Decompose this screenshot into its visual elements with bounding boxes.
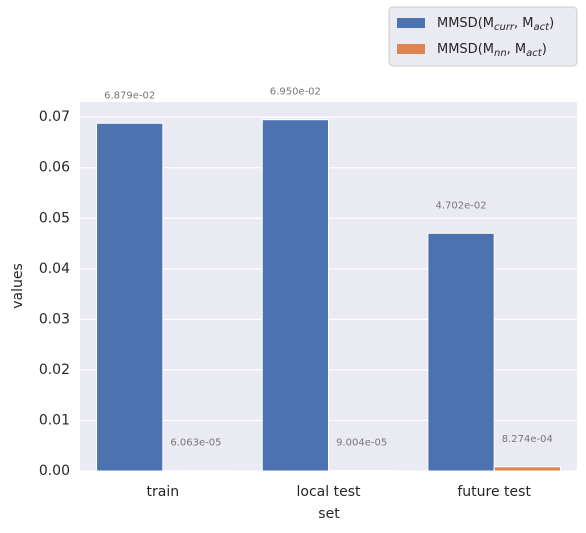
legend-swatch <box>397 44 425 54</box>
bar <box>493 466 561 472</box>
y-tick-label: 0.02 <box>39 362 70 378</box>
bar <box>261 119 330 472</box>
x-tick-label: local test <box>297 484 361 500</box>
legend-box <box>388 6 578 67</box>
y-tick-label: 0.00 <box>39 463 70 479</box>
x-axis-label: set <box>318 506 340 522</box>
y-tick-label: 0.01 <box>39 412 70 428</box>
y-tick-label: 0.03 <box>39 311 70 327</box>
legend-label: MMSD(Mcurr​, Mact​) <box>437 16 554 34</box>
y-tick-label: 0.06 <box>39 160 70 176</box>
value-label: 4.702e-02 <box>435 200 486 211</box>
y-tick-label: 0.05 <box>39 210 70 226</box>
bar <box>96 122 164 472</box>
bar <box>427 232 495 472</box>
value-label: 6.063e-05 <box>170 438 221 449</box>
legend-swatch <box>397 18 425 28</box>
y-axis-label: values <box>10 263 26 309</box>
value-label: 6.879e-02 <box>104 90 155 101</box>
value-label: 8.274e-04 <box>502 434 553 445</box>
y-tick-label: 0.04 <box>39 261 70 277</box>
y-tick-label: 0.07 <box>39 109 70 125</box>
legend-label: MMSD(Mnn​, Mact​) <box>437 42 547 60</box>
value-label: 9.004e-05 <box>336 438 387 449</box>
x-tick-label: future test <box>457 484 531 500</box>
x-tick-label: train <box>147 484 180 500</box>
value-label: 6.950e-02 <box>270 87 321 98</box>
